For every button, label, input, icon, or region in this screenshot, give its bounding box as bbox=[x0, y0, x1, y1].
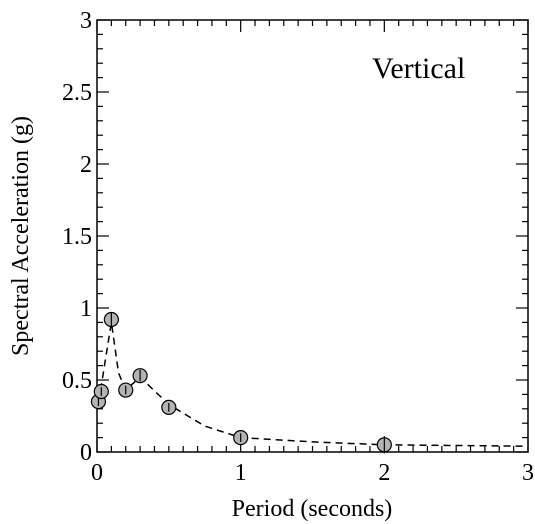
y-tick-label: 3 bbox=[80, 8, 92, 34]
y-tick-label: 1 bbox=[80, 296, 92, 322]
data-point bbox=[118, 382, 134, 398]
x-axis-title: Period (seconds) bbox=[232, 496, 393, 522]
data-point bbox=[103, 311, 119, 328]
y-axis-title: Spectral Acceleration (g) bbox=[8, 116, 34, 356]
y-tick-label: 1.5 bbox=[62, 224, 92, 250]
x-tick-label: 1 bbox=[235, 460, 247, 486]
y-tick-label: 0.5 bbox=[62, 368, 92, 394]
dashed-fit-line bbox=[96, 322, 529, 447]
axis-tick-labels: 0 1 2 3 0 0.5 1 1.5 2 2.5 3 bbox=[62, 8, 534, 486]
annotation-vertical: Vertical bbox=[372, 52, 465, 85]
data-point bbox=[161, 399, 177, 415]
y-tick-label: 2 bbox=[80, 152, 92, 178]
data-points bbox=[90, 311, 392, 454]
data-point bbox=[376, 436, 392, 454]
x-tick-label: 0 bbox=[91, 460, 103, 486]
x-tick-label: 2 bbox=[378, 460, 390, 486]
y-tick-label: 0 bbox=[80, 440, 92, 466]
y-tick-label: 2.5 bbox=[62, 80, 92, 106]
data-point bbox=[233, 430, 249, 446]
axis-ticks bbox=[96, 19, 529, 453]
data-point bbox=[93, 383, 109, 400]
x-tick-label: 3 bbox=[522, 460, 534, 486]
data-point bbox=[132, 368, 148, 384]
